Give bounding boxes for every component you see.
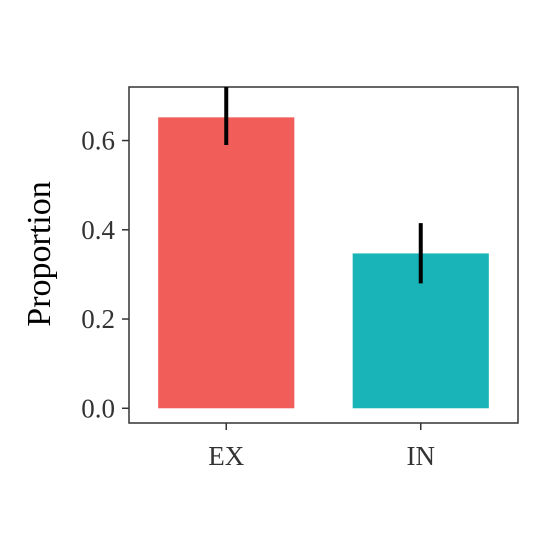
y-axis-title: Proportion [21,181,58,326]
y-tick-label-3: 0.6 [81,126,115,156]
bar-ex [158,117,295,409]
y-tick-label-1: 0.2 [81,304,115,334]
x-tick-label-in: IN [407,441,436,471]
x-tick-label-ex: EX [208,441,244,471]
y-tick-label-0: 0.0 [81,393,115,423]
plot-panel [128,86,519,424]
y-tick-label-2: 0.4 [81,215,115,245]
